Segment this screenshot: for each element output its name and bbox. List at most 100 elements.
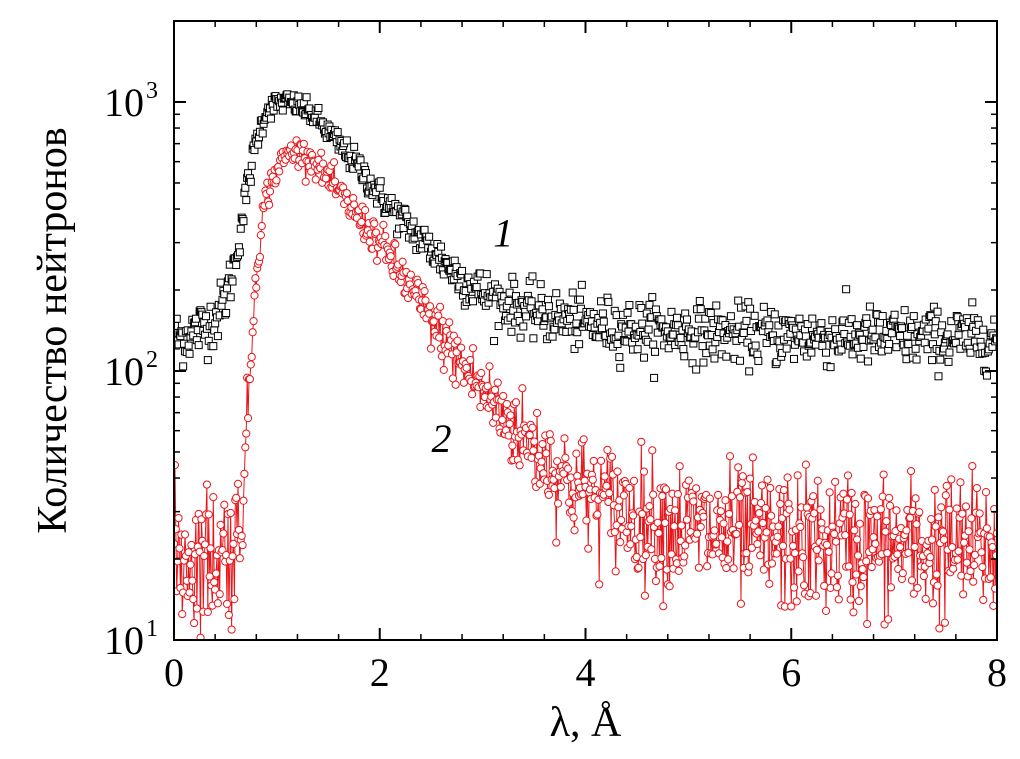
series-2-point	[793, 471, 802, 480]
series-2-point	[226, 508, 235, 518]
series-1-point	[789, 354, 798, 363]
series-1-point	[598, 309, 607, 318]
series-2-point	[493, 378, 502, 387]
series-1-point	[469, 297, 478, 306]
series-2-point	[986, 573, 995, 582]
series-2-point	[220, 500, 229, 509]
series-2-point	[251, 274, 260, 283]
series-1-point	[778, 348, 787, 357]
series-1-point	[706, 309, 715, 318]
series-2-point	[200, 551, 209, 561]
series-2-point	[462, 363, 471, 372]
series-2-point	[756, 498, 766, 508]
series-2-point	[907, 576, 917, 585]
series-1-point	[314, 103, 323, 112]
series-1-point	[770, 310, 779, 319]
series-2-point	[814, 556, 823, 565]
series-1-point	[680, 352, 689, 361]
series-1-point	[258, 129, 267, 138]
series-1-point	[650, 347, 659, 356]
series-1-point	[254, 140, 263, 149]
series-1-point	[213, 332, 222, 341]
series-1-point	[864, 357, 873, 366]
series-1-point	[615, 353, 624, 362]
series-2-point	[505, 419, 514, 428]
series-2-point	[174, 513, 183, 523]
series-2-point	[778, 541, 788, 551]
series-1-point	[782, 344, 791, 353]
series-2-point	[931, 522, 940, 531]
series-1-point	[235, 248, 244, 257]
y-tick-label-exponent: 3	[146, 78, 158, 104]
series-2-point	[511, 398, 521, 407]
series-2-point	[553, 457, 562, 466]
series-1-point	[828, 316, 837, 325]
series-2-point	[719, 519, 728, 528]
y-tick-label-exponent: 1	[146, 616, 158, 642]
series-2-point	[751, 516, 760, 525]
series-2-point	[636, 533, 645, 542]
series-1-point	[990, 315, 997, 324]
series-2-point	[753, 539, 762, 549]
series-2-point	[766, 483, 775, 493]
series-2-point	[311, 175, 320, 184]
series-1-point	[966, 348, 975, 357]
series-2-point	[831, 537, 841, 546]
series-2-point	[649, 490, 658, 499]
series-1-point	[604, 297, 613, 306]
series-1-point	[710, 354, 719, 363]
series-1-point	[859, 342, 868, 351]
series-2-point	[742, 549, 751, 558]
series-2-point	[530, 437, 539, 446]
series-2-point	[772, 549, 781, 558]
series-2-point	[972, 483, 981, 493]
series-2-point	[915, 507, 924, 517]
series-1-point	[933, 307, 942, 316]
x-tick-label: 4	[576, 650, 596, 695]
series-2-point	[329, 158, 339, 167]
series-1-point	[896, 332, 905, 341]
series-2-point	[545, 430, 554, 439]
series-2-point	[926, 553, 935, 562]
series-1-point	[887, 329, 896, 338]
series-2-point	[257, 221, 266, 231]
series-2-point	[952, 504, 961, 513]
series-1-point	[868, 325, 877, 334]
series-1-point	[362, 169, 371, 178]
series-2-point	[801, 460, 810, 469]
series-2-point	[588, 475, 597, 484]
series-2-point	[498, 415, 507, 424]
series-2-point	[855, 519, 864, 528]
series-2-point	[564, 498, 574, 507]
series-2-point	[657, 553, 666, 563]
y-tick-label-exponent: 2	[146, 347, 158, 373]
series-2-point	[391, 240, 400, 249]
series-1-point	[943, 330, 952, 339]
series-2-point	[342, 189, 351, 198]
series-2-point	[593, 510, 602, 519]
series-2-point	[902, 526, 911, 535]
series-1-point	[174, 314, 181, 323]
series-2-point	[725, 452, 735, 461]
series-2-point	[839, 489, 848, 498]
series-1-point	[437, 242, 446, 251]
series-2-point	[453, 336, 462, 345]
series-2-point	[667, 550, 676, 559]
series-2-point	[425, 302, 435, 311]
series-1-point	[350, 142, 359, 151]
series-2-point	[852, 535, 862, 544]
series-2-point	[321, 174, 330, 183]
series-2-point	[909, 589, 918, 598]
series-2-point	[755, 509, 764, 518]
series-1-point	[472, 283, 481, 292]
series-2-point	[371, 228, 381, 237]
series-1	[174, 90, 997, 382]
series-2-point	[299, 139, 308, 148]
series-2-point	[614, 503, 623, 512]
series-2-point	[968, 461, 977, 471]
series-2-point	[953, 555, 962, 564]
series-2-point	[210, 578, 219, 587]
series-1-point	[202, 312, 211, 321]
series-1-point	[614, 331, 623, 340]
